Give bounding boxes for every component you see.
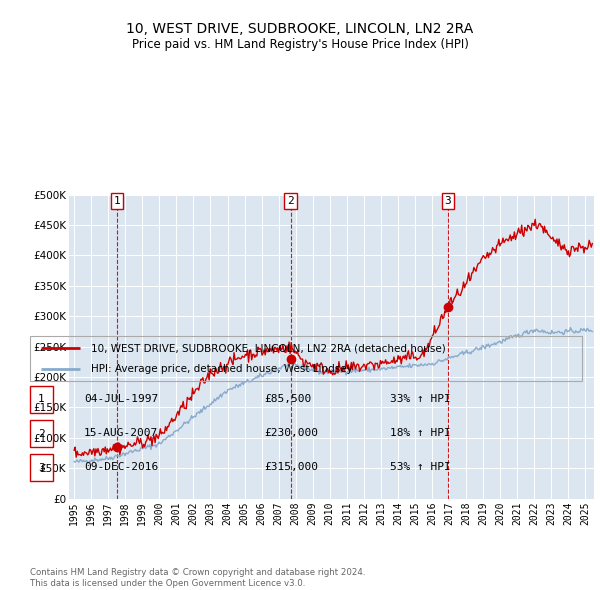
Text: 53% ↑ HPI: 53% ↑ HPI [390,463,451,472]
Text: £230,000: £230,000 [264,428,318,438]
Text: 33% ↑ HPI: 33% ↑ HPI [390,394,451,404]
Text: 18% ↑ HPI: 18% ↑ HPI [390,428,451,438]
Text: Contains HM Land Registry data © Crown copyright and database right 2024.: Contains HM Land Registry data © Crown c… [30,568,365,577]
Text: 10, WEST DRIVE, SUDBROOKE, LINCOLN, LN2 2RA: 10, WEST DRIVE, SUDBROOKE, LINCOLN, LN2 … [127,22,473,37]
Text: 1: 1 [113,196,120,206]
Text: £315,000: £315,000 [264,463,318,472]
Text: £85,500: £85,500 [264,394,311,404]
Text: 2: 2 [287,196,294,206]
Text: Price paid vs. HM Land Registry's House Price Index (HPI): Price paid vs. HM Land Registry's House … [131,38,469,51]
Text: 10, WEST DRIVE, SUDBROOKE, LINCOLN, LN2 2RA (detached house): 10, WEST DRIVE, SUDBROOKE, LINCOLN, LN2 … [91,343,445,353]
Text: 15-AUG-2007: 15-AUG-2007 [84,428,158,438]
Text: 3: 3 [445,196,451,206]
Text: HPI: Average price, detached house, West Lindsey: HPI: Average price, detached house, West… [91,363,352,373]
Text: 1: 1 [38,395,45,404]
Text: 3: 3 [38,463,45,473]
Text: 09-DEC-2016: 09-DEC-2016 [84,463,158,472]
Text: 04-JUL-1997: 04-JUL-1997 [84,394,158,404]
Text: 2: 2 [38,429,45,438]
Text: This data is licensed under the Open Government Licence v3.0.: This data is licensed under the Open Gov… [30,579,305,588]
